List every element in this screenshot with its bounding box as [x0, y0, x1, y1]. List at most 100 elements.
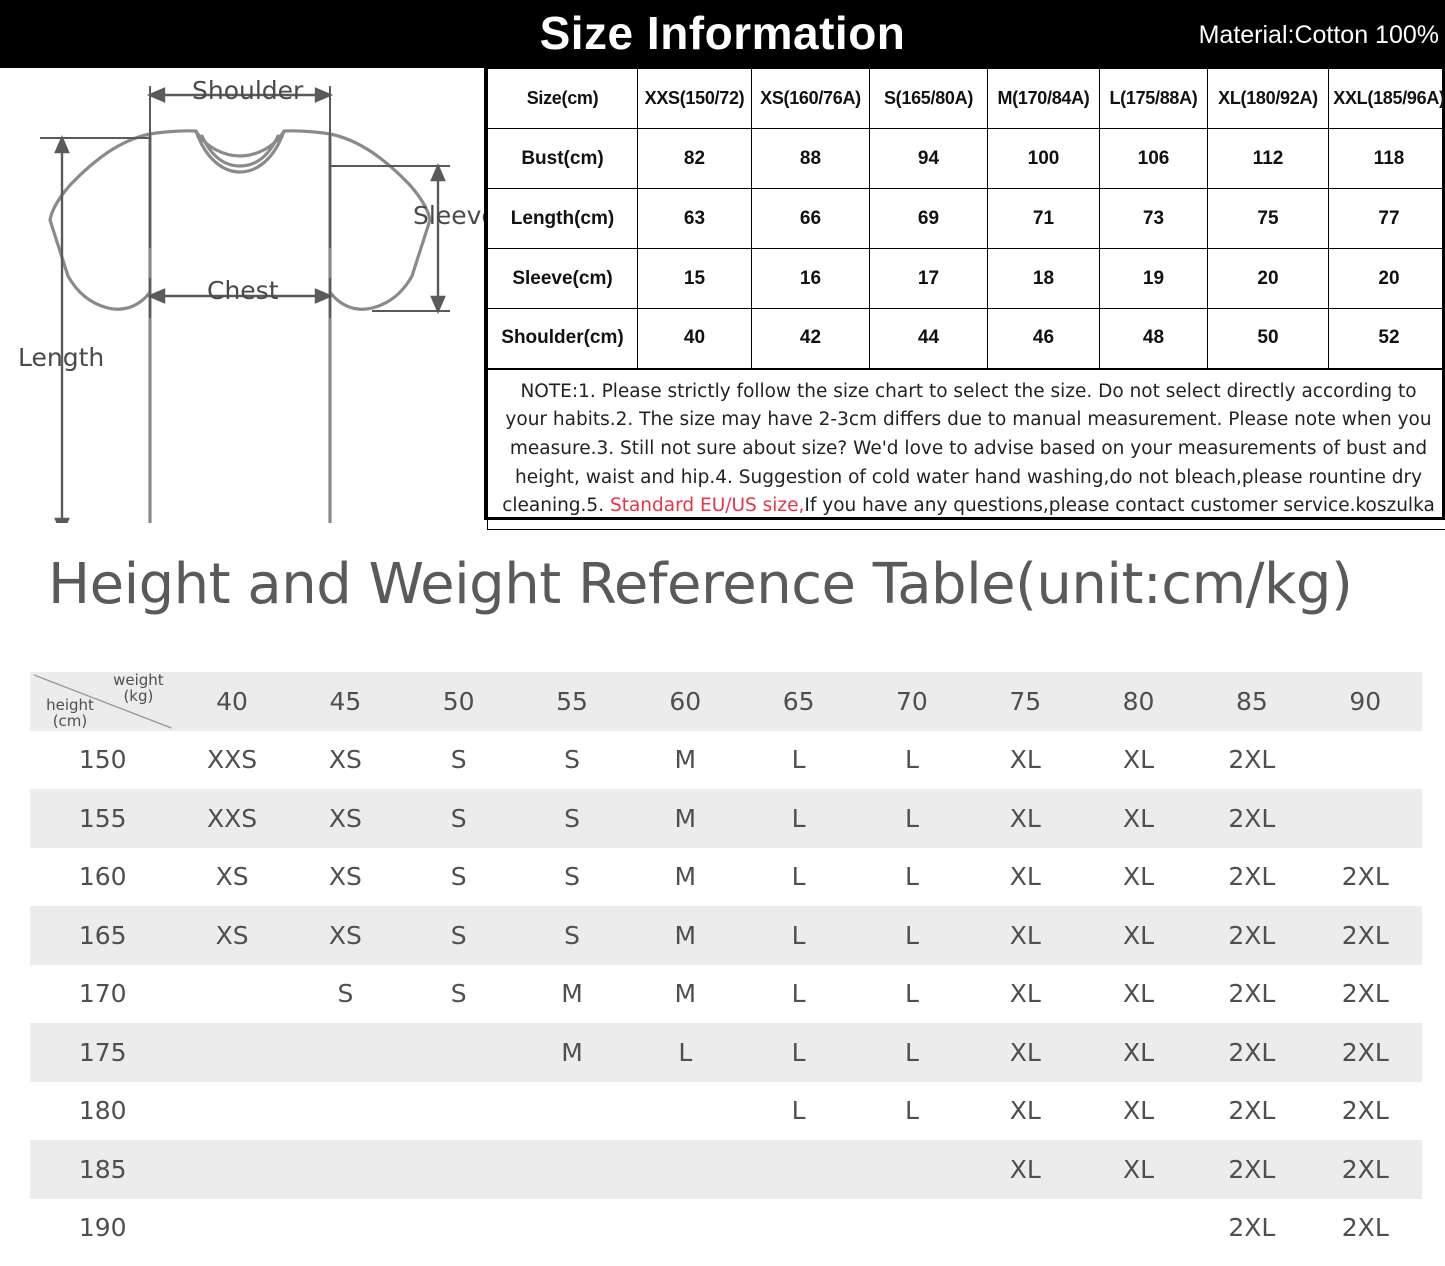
cell-175-60: L: [628, 1023, 742, 1082]
weight-header-45: 45: [288, 672, 403, 731]
cell-165-40: XS: [175, 906, 289, 965]
cell-185-80: XL: [1081, 1140, 1196, 1199]
cell-175-85: 2XL: [1195, 1023, 1309, 1082]
cell-190-85: 2XL: [1228, 1213, 1276, 1243]
cell-150-70: L: [904, 745, 919, 775]
cell-190-70: [855, 1199, 968, 1258]
corner-weight-line2: (kg): [123, 686, 154, 705]
cell-185-50: [402, 1140, 516, 1199]
cell-180-50: [402, 1082, 515, 1141]
cell-175-90: 2XL: [1308, 1023, 1422, 1082]
cell-190-45: [289, 1199, 402, 1258]
cell-155-90: [1308, 789, 1422, 848]
cell-165-80: XL: [1081, 906, 1196, 965]
table-row: 175 M L L L XL XL 2XL 2XL: [30, 1023, 1422, 1082]
header-bar: Size Information Material:Cotton 100%: [0, 0, 1445, 68]
cell-165-75: XL: [968, 906, 1082, 965]
cell-150-55: S: [564, 745, 580, 775]
column-header-l: L(175/88A): [1099, 68, 1208, 129]
weight-header-60: 60: [628, 672, 742, 731]
tshirt-measurement-diagram: Shoulder Sleeve Chest Length: [0, 68, 497, 523]
cell-190-90: 2XL: [1341, 1213, 1389, 1243]
weight-header-50: 50: [402, 672, 516, 731]
size-note: NOTE:1. Please strictly follow the size …: [487, 367, 1445, 530]
cell-bust-xs: 88: [751, 128, 870, 189]
corner-weight-label: weight (kg): [107, 672, 169, 705]
column-header-xs: XS(160/76A): [751, 68, 870, 129]
cell-175-40: [175, 1023, 289, 1082]
shoulder-label: Shoulder: [192, 76, 304, 105]
cell-shoulder-l: 48: [1099, 308, 1208, 369]
cell-165-60: M: [628, 906, 742, 965]
cell-165-55: S: [515, 906, 629, 965]
cell-160-65: L: [791, 862, 806, 892]
cell-bust-xxs: 82: [637, 128, 752, 189]
cell-length-xl: 75: [1207, 188, 1329, 249]
cell-155-85: 2XL: [1195, 789, 1309, 848]
cell-160-50: S: [450, 862, 467, 892]
cell-length-xxs: 63: [637, 188, 752, 249]
cell-185-65: [741, 1140, 856, 1199]
cell-bust-s: 94: [869, 128, 988, 189]
cell-155-75: XL: [968, 789, 1082, 848]
cell-180-80: XL: [1123, 1096, 1155, 1126]
height-label-150: 150: [78, 745, 127, 775]
corner-height-line1: height: [46, 696, 94, 714]
cell-180-70: L: [904, 1096, 919, 1126]
cell-175-80: XL: [1081, 1023, 1196, 1082]
cell-155-40: XXS: [175, 789, 289, 848]
cell-150-50: S: [450, 745, 467, 775]
cell-165-70: L: [855, 906, 969, 965]
weight-header-55: 55: [515, 672, 629, 731]
cell-190-60: [629, 1199, 742, 1258]
column-header-m: M(170/84A): [987, 68, 1100, 129]
cell-170-80: XL: [1123, 979, 1155, 1009]
cell-150-75: XL: [1009, 745, 1041, 775]
cell-160-55: S: [564, 862, 580, 892]
page-title: Size Information: [539, 7, 906, 59]
cell-160-70: L: [904, 862, 919, 892]
cell-shoulder-xxl: 52: [1328, 308, 1445, 369]
corner-axis-cell: weight (kg) height (cm): [30, 672, 176, 731]
cell-155-45: XS: [288, 789, 403, 848]
cell-190-50: [402, 1199, 515, 1258]
cell-180-75: XL: [1009, 1096, 1041, 1126]
cell-165-90: 2XL: [1308, 906, 1422, 965]
sleeve-label: Sleeve: [413, 201, 497, 230]
cell-sleeve-xl: 20: [1207, 248, 1329, 309]
weight-header-65: 65: [741, 672, 856, 731]
table-row: Length(cm) 63 66 69 71 73 75 77: [487, 188, 1445, 249]
cell-185-70: [855, 1140, 969, 1199]
cell-160-80: XL: [1123, 862, 1155, 892]
cell-150-65: L: [791, 745, 806, 775]
cell-170-70: L: [904, 979, 919, 1009]
cell-160-75: XL: [1009, 862, 1041, 892]
height-label-190: 190: [78, 1213, 127, 1243]
cell-175-65: L: [741, 1023, 856, 1082]
cell-180-85: 2XL: [1228, 1096, 1276, 1126]
corner-height-label: height (cm): [34, 696, 106, 730]
cell-190-80: [1082, 1199, 1195, 1258]
weight-header-70: 70: [855, 672, 969, 731]
cell-length-xxl: 77: [1328, 188, 1445, 249]
table-row: 150 XXS XS S S M L L XL XL 2XL: [30, 731, 1422, 790]
table-row: Sleeve(cm) 15 16 17 18 19 20 20: [487, 248, 1445, 309]
cell-155-65: L: [741, 789, 856, 848]
weight-header-90: 90: [1308, 672, 1422, 731]
cell-150-90: [1309, 731, 1422, 790]
cell-160-40: XS: [215, 862, 249, 892]
cell-170-40: [175, 965, 288, 1024]
cell-165-50: S: [402, 906, 516, 965]
cell-190-65: [742, 1199, 855, 1258]
row-label-bust: Bust(cm): [487, 128, 638, 189]
cell-sleeve-xxs: 15: [637, 248, 752, 309]
weight-header-75: 75: [968, 672, 1082, 731]
cell-180-55: [515, 1082, 628, 1141]
height-label-180: 180: [78, 1096, 127, 1126]
cell-175-55: M: [515, 1023, 629, 1082]
cell-180-60: [629, 1082, 742, 1141]
table-row: 165 XS XS S S M L L XL XL 2XL 2XL: [30, 906, 1422, 965]
cell-155-50: S: [402, 789, 516, 848]
cell-length-m: 71: [987, 188, 1100, 249]
weight-header-85: 85: [1195, 672, 1309, 731]
